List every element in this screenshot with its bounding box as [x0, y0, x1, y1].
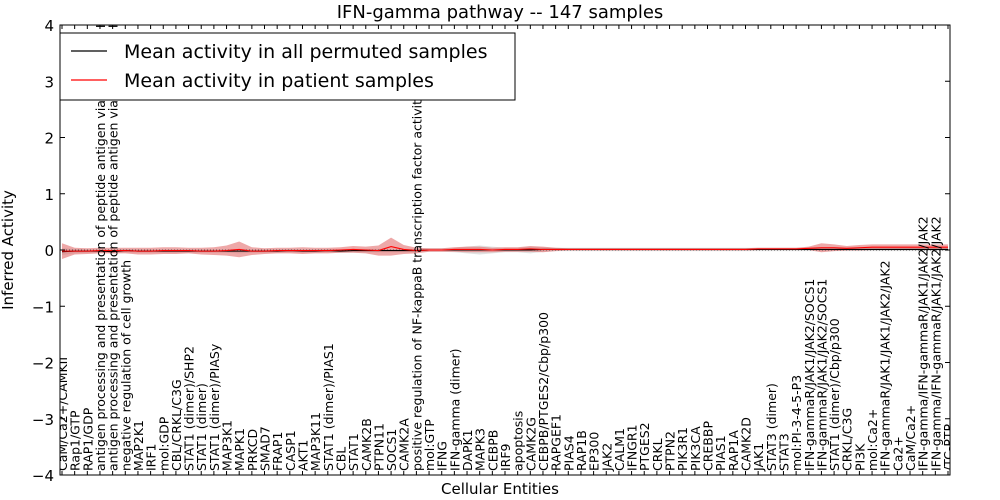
y-axis-label: Inferred Activity [0, 190, 17, 310]
x-tick-label: CaM/Ca2+/CAMKII [55, 357, 70, 471]
y-tick-label: 2 [44, 130, 54, 148]
x-tick-label: STAT1 (dimer)/SHP2 [182, 346, 197, 471]
series-line-patient [62, 246, 948, 252]
y-tick-label: −3 [32, 411, 54, 429]
x-tick-label: mol:GDP [156, 416, 171, 471]
y-tick-label: 0 [44, 242, 54, 260]
x-tick-label: IFN-gammaR/JAK1/JAK2/SOCS1 [814, 279, 829, 471]
x-tick-label: CASP1 [283, 430, 298, 471]
x-tick-label: CaM/Ca2+ [903, 405, 918, 471]
y-tick-label: 4 [44, 17, 54, 35]
x-tick-label: antigen processing and presentation of p… [93, 24, 108, 471]
x-tick-label: positive regulation of NF-kappaB transcr… [409, 92, 424, 471]
x-tick-label: CALM1 [612, 428, 627, 471]
x-tick-label: SMAD7 [258, 426, 273, 471]
x-tick-label: SOCS1 [384, 429, 399, 471]
x-tick-label: CAMK2G [523, 417, 538, 471]
y-tick-label: 1 [44, 186, 54, 204]
x-tick-label: CEBPB [485, 430, 500, 471]
x-tick-label: IFN-gammaR/JAK1/JAK2/SOCS1 [802, 279, 817, 471]
x-tick-label: PIAS1 [713, 435, 728, 471]
x-tick-label: CRKL/C3G [840, 408, 855, 471]
x-tick-label: PI3K [852, 443, 867, 471]
x-tick-label: CAMK2D [738, 417, 753, 471]
x-tick-label: /TC-PTP [941, 423, 956, 471]
x-tick-label: STAT1 (dimer)/Cbp/p300 [827, 318, 842, 471]
x-tick-label: PRKCD [245, 429, 260, 471]
x-tick-label: CBL/CRKL/C3G [169, 379, 184, 471]
x-tick-label: CEBPB/PTGES2/Cbp/p300 [536, 312, 551, 471]
y-tick-label: −4 [32, 467, 54, 485]
x-tick-label: STAT3 [776, 433, 791, 471]
x-tick-label: PIK3CA [688, 426, 703, 471]
legend-box [59, 32, 516, 101]
x-tick-label: STAT1 (dimer) [194, 383, 209, 471]
x-tick-label: EP300 [587, 432, 602, 471]
x-tick-label: IFN-gammaR/JAK1/JAK1/JAK2/JAK2 [878, 260, 893, 471]
x-tick-label: RAPGEF1 [549, 414, 564, 471]
x-tick-label: negative regulation of cell growth [118, 260, 133, 471]
x-tick-label: STAT3 (dimer) [764, 383, 779, 471]
x-tick-label: CREBBP [701, 421, 716, 471]
x-tick-label: IRF9 [498, 443, 513, 471]
band-patient [62, 237, 948, 259]
x-tick-label: STAT1 (dimer)/PIASy [207, 343, 222, 471]
x-tick-label: IFN-gamma/IFN-gammaR/JAK1/JAK2/JAK2 [916, 216, 931, 471]
x-tick-label: PIK3R1 [675, 427, 690, 471]
x-tick-label: RAP1B [574, 430, 589, 471]
x-tick-label: MAP3K1 [220, 420, 235, 471]
x-tick-label: PTPN2 [663, 431, 678, 471]
x-tick-label: IFN-gamma/IFN-gammaR/JAK1/JAK2/JAK2 [928, 216, 943, 471]
x-tick-label: IRF1 [144, 443, 159, 471]
x-tick-label: CAMK2B [359, 418, 374, 471]
x-tick-label: AKT1 [295, 440, 310, 471]
chart-title: IFN-gamma pathway -- 147 samples [337, 2, 664, 23]
x-tick-label: mol:GTP [422, 419, 437, 471]
x-tick-label: FRAP1 [270, 432, 285, 471]
x-tick-label: antigen processing and presentation of p… [106, 21, 121, 471]
x-tick-label: CAMK2A [397, 418, 412, 471]
x-tick-label: CBL [333, 447, 348, 471]
x-tick-label: RAP1A [726, 430, 741, 471]
x-tick-label: PTGES2 [637, 422, 652, 471]
x-tick-label: MAPK3 [473, 428, 488, 471]
x-tick-label: PIAS4 [561, 435, 576, 471]
x-tick-label: STAT1 [346, 433, 361, 471]
x-tick-label: IFN-gamma (dimer) [447, 348, 462, 471]
x-tick-label: MAP2K1 [131, 420, 146, 471]
y-tick-label: −1 [32, 298, 54, 316]
legend: Mean activity in all permuted samples Me… [59, 32, 516, 101]
x-tick-label: Rap1/GTP [68, 410, 83, 471]
x-tick-label: mol:Ca2+ [865, 409, 880, 471]
x-axis-label: Cellular Entities [441, 480, 559, 498]
legend-label-patient: Mean activity in patient samples [124, 70, 434, 92]
x-tick-label: IFNGR1 [625, 424, 640, 471]
x-tick-label: CRKL [650, 438, 665, 471]
x-tick-label: MAP3K11 [308, 412, 323, 471]
x-tick-label: JAK2 [599, 443, 614, 472]
x-tick-label: mol:PI-3-4-5-P3 [789, 375, 804, 471]
x-tick-label: PTPN11 [371, 423, 386, 471]
x-tick-label: IFNG [435, 441, 450, 471]
x-tick-label: STAT1 (dimer)/PIAS1 [321, 343, 336, 471]
x-tick-label: DAPK1 [460, 429, 475, 471]
legend-label-permuted: Mean activity in all permuted samples [124, 41, 487, 63]
x-tick-label: JAK1 [751, 443, 766, 472]
x-tick-label: Ca2+ [890, 436, 905, 471]
y-tick-label: −2 [32, 355, 54, 373]
x-tick-label: RAP1/GDP [80, 407, 95, 471]
y-tick-label: 3 [44, 73, 54, 91]
x-tick-label: MAPK1 [232, 428, 247, 471]
x-tick-label: apoptosis [511, 411, 526, 471]
